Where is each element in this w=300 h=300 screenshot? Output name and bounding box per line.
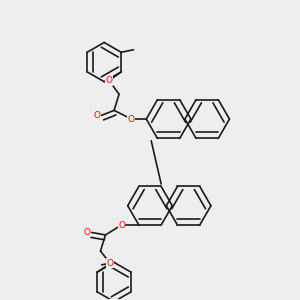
Text: O: O: [106, 76, 112, 85]
Text: O: O: [93, 111, 100, 120]
Text: O: O: [83, 228, 90, 237]
Text: O: O: [118, 220, 125, 230]
Text: O: O: [107, 259, 114, 268]
Text: O: O: [128, 115, 135, 124]
